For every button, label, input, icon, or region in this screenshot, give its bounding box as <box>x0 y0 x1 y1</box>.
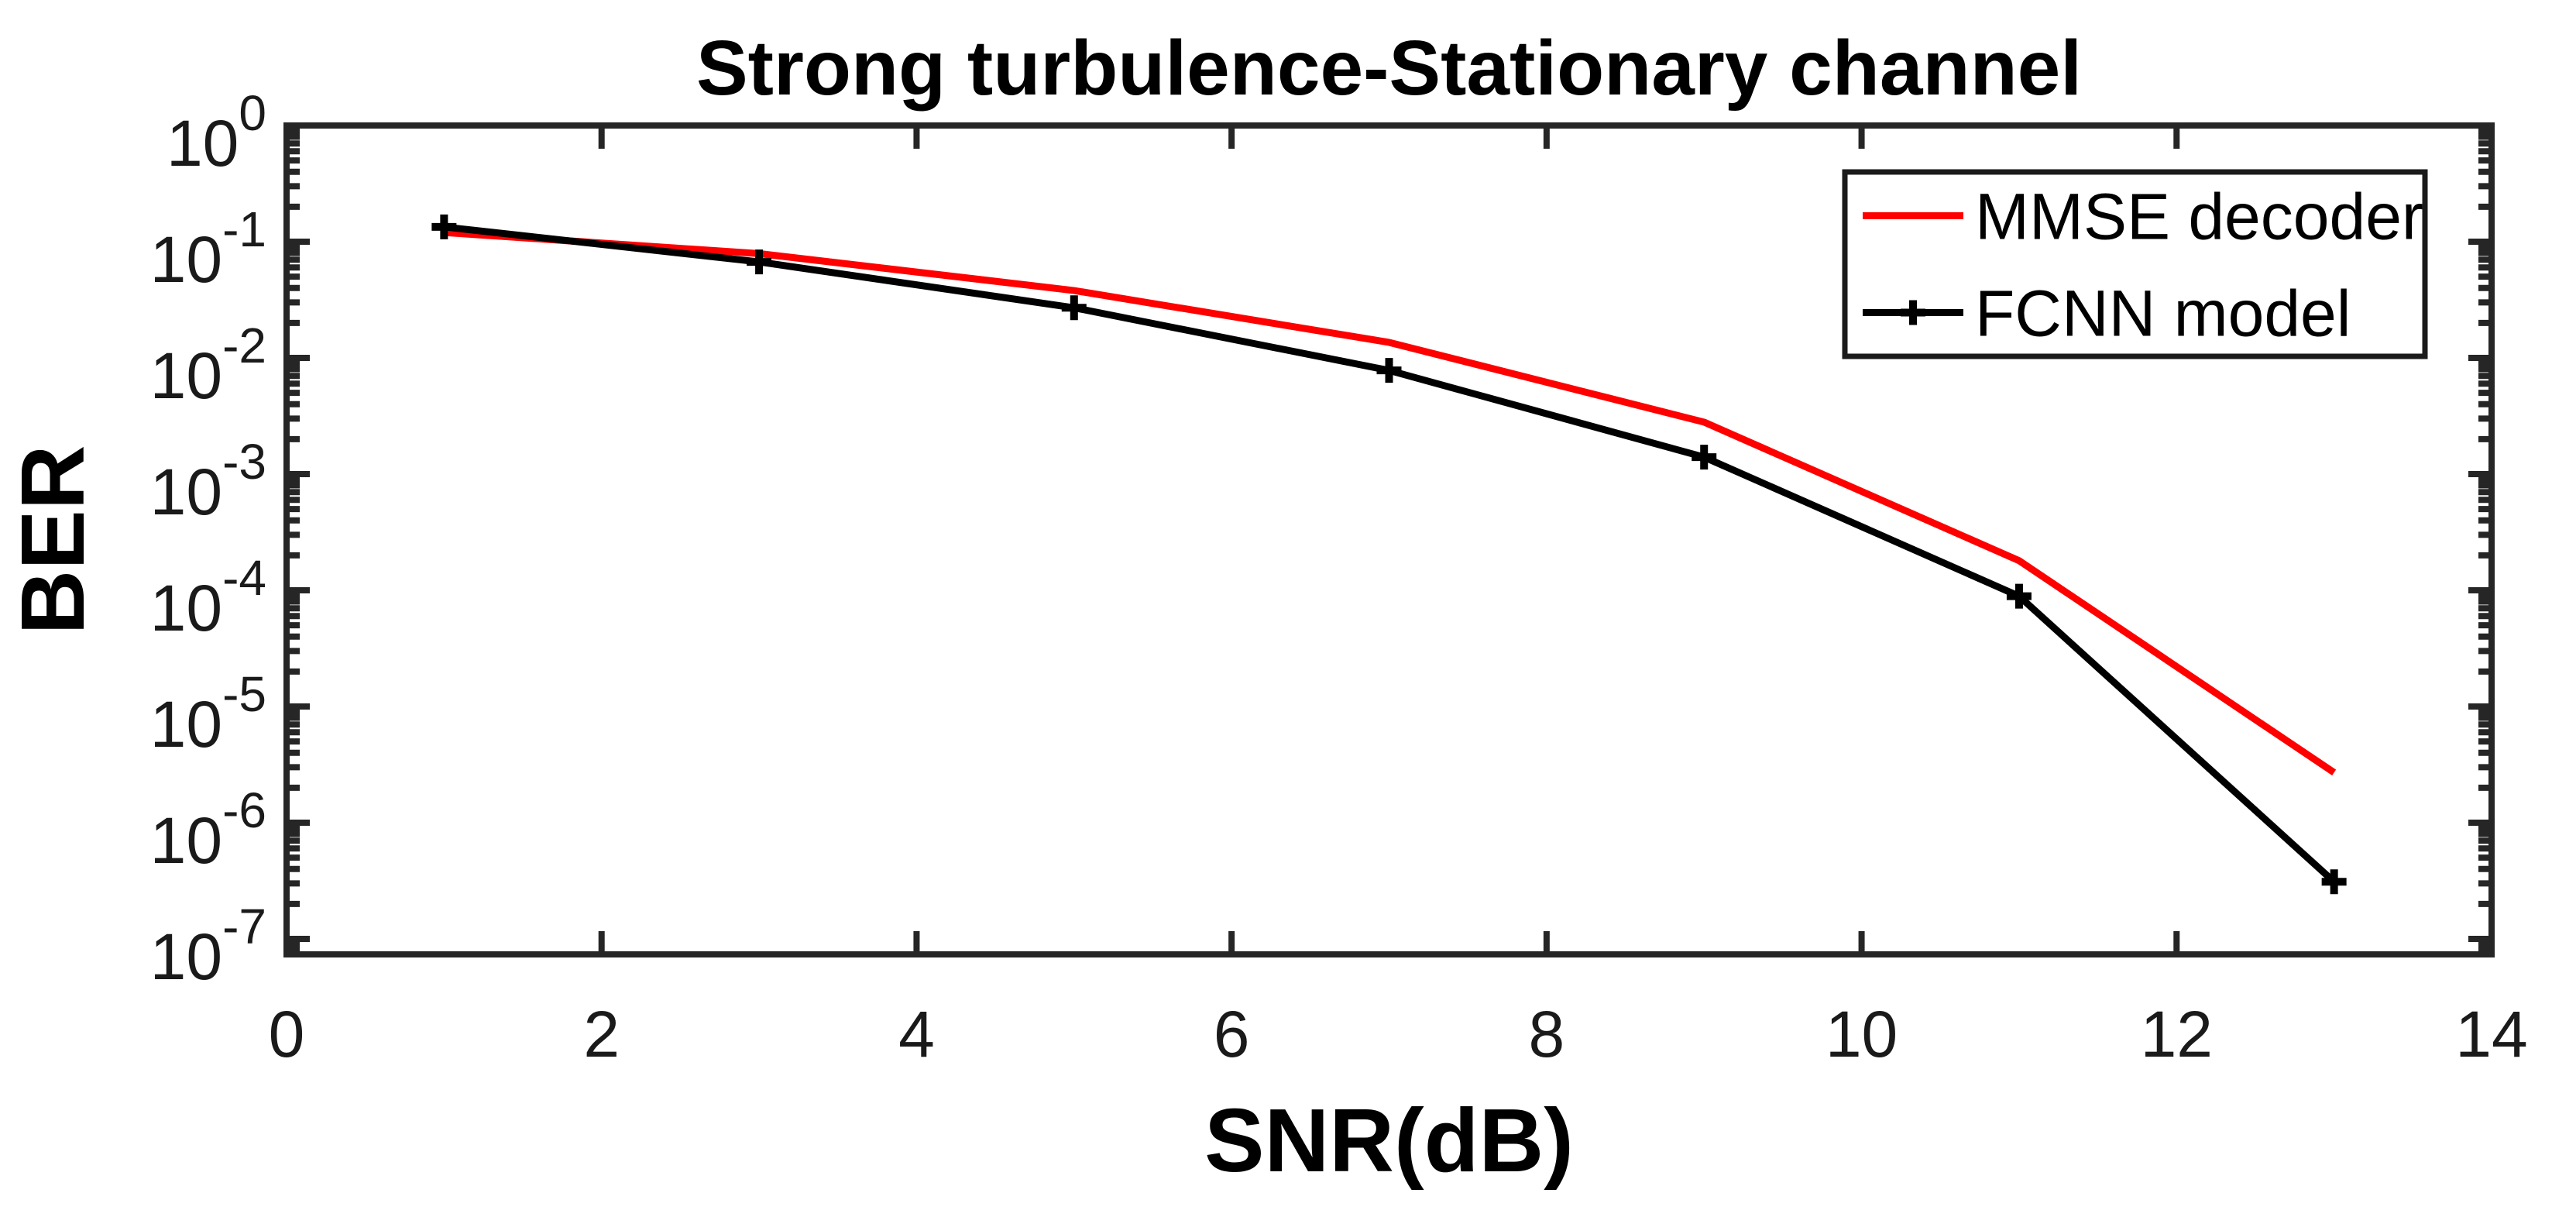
legend: MMSE decoder FCNN model <box>1842 169 2428 359</box>
series-markers-fcnn-model <box>431 214 2347 895</box>
y-tick-label: 10-2 <box>150 318 266 412</box>
x-tick-label: 12 <box>2141 998 2213 1071</box>
legend-entry-label: FCNN model <box>1975 277 2351 350</box>
y-tick-label: 100 <box>167 85 266 180</box>
x-axis-label: SNR(dB) <box>1204 1090 1574 1191</box>
legend-entry-label: MMSE decoder <box>1975 180 2423 253</box>
x-tick-label: 2 <box>583 998 620 1071</box>
legend-box <box>1842 169 2428 359</box>
y-tick-label: 10-5 <box>150 666 266 761</box>
x-tick-label: 14 <box>2455 998 2527 1071</box>
x-tick-label: 6 <box>1214 998 1250 1071</box>
y-tick-label: 10-7 <box>150 899 266 993</box>
y-tick-label: 10-1 <box>150 201 266 296</box>
x-tick-label: 0 <box>269 998 305 1071</box>
y-tick-label: 10-4 <box>150 550 266 645</box>
y-tick-label: 10-6 <box>150 782 266 877</box>
plot-frame <box>283 122 2495 957</box>
x-tick-label: 4 <box>898 998 935 1071</box>
chart-title: Strong turbulence-Stationary channel <box>696 25 2082 112</box>
y-axis-label: BER <box>2 445 103 635</box>
y-tick-label: 10-3 <box>150 434 266 528</box>
x-tick-label: 10 <box>1826 998 1898 1071</box>
x-tick-label: 8 <box>1528 998 1564 1071</box>
legend-marker-plus-icon <box>1901 300 1925 325</box>
